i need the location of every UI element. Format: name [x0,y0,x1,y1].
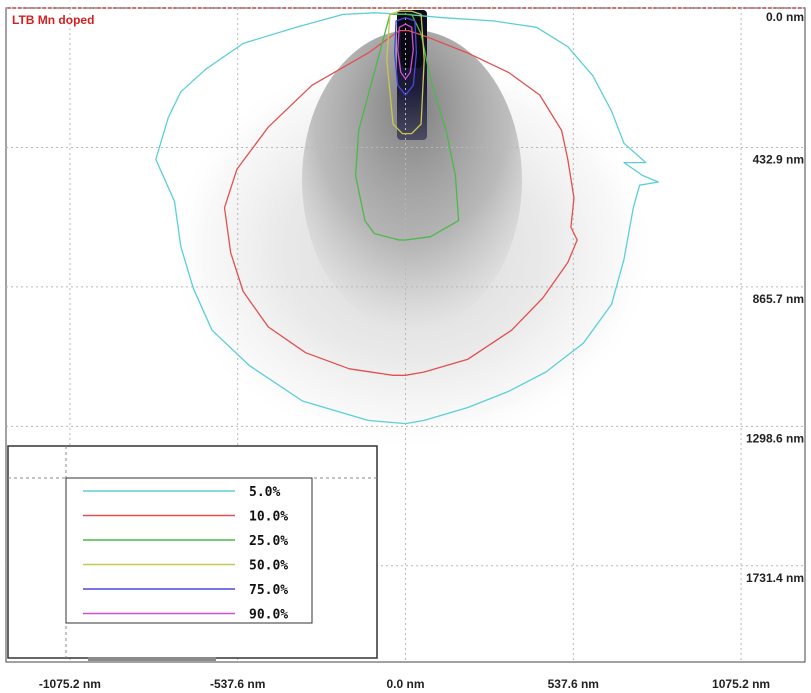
x-tick-label: 537.6 nm [548,677,599,691]
contour-900 [397,23,414,80]
legend-entries-frame [65,477,313,624]
contour-100 [223,29,578,376]
legend-label: 5.0% [249,485,280,500]
scrollbar-remnant [88,657,216,661]
legend-label: 10.0% [249,510,288,525]
x-tick-label: 0.0 nm [386,677,424,691]
legend-label: 75.0% [249,583,288,598]
y-tick-label: 1731.4 nm [746,571,804,585]
y-tick-label: 432.9 nm [753,152,804,166]
contour-250 [354,13,460,241]
legend-label: 25.0% [249,534,288,549]
legend: 5.0% 10.0% 25.0% 50.0% 75.0% 90.0% [7,445,378,659]
x-tick-label: -537.6 nm [210,677,265,691]
density-field [167,10,657,450]
y-tick-labels: 0.0 nm 432.9 nm 865.7 nm 1298.6 nm 1731.4 nm [746,10,804,585]
x-tick-labels: -1075.2 nm -537.6 nm 0.0 nm 537.6 nm 1075.2 … [39,677,770,691]
chart-title: LTB Mn doped [12,13,94,27]
y-tick-label: 1298.6 nm [746,431,804,445]
contour-750 [393,17,418,96]
legend-label: 90.0% [249,608,288,623]
x-tick-label: 1075.2 nm [712,677,770,691]
contour-lines [155,10,659,425]
y-tick-label: 865.7 nm [753,292,804,306]
legend-label: 50.0% [249,559,288,574]
contour-500 [386,10,425,135]
y-tick-label: 0.0 nm [766,10,804,24]
contour-50 [155,12,659,425]
x-tick-label: -1075.2 nm [39,677,101,691]
